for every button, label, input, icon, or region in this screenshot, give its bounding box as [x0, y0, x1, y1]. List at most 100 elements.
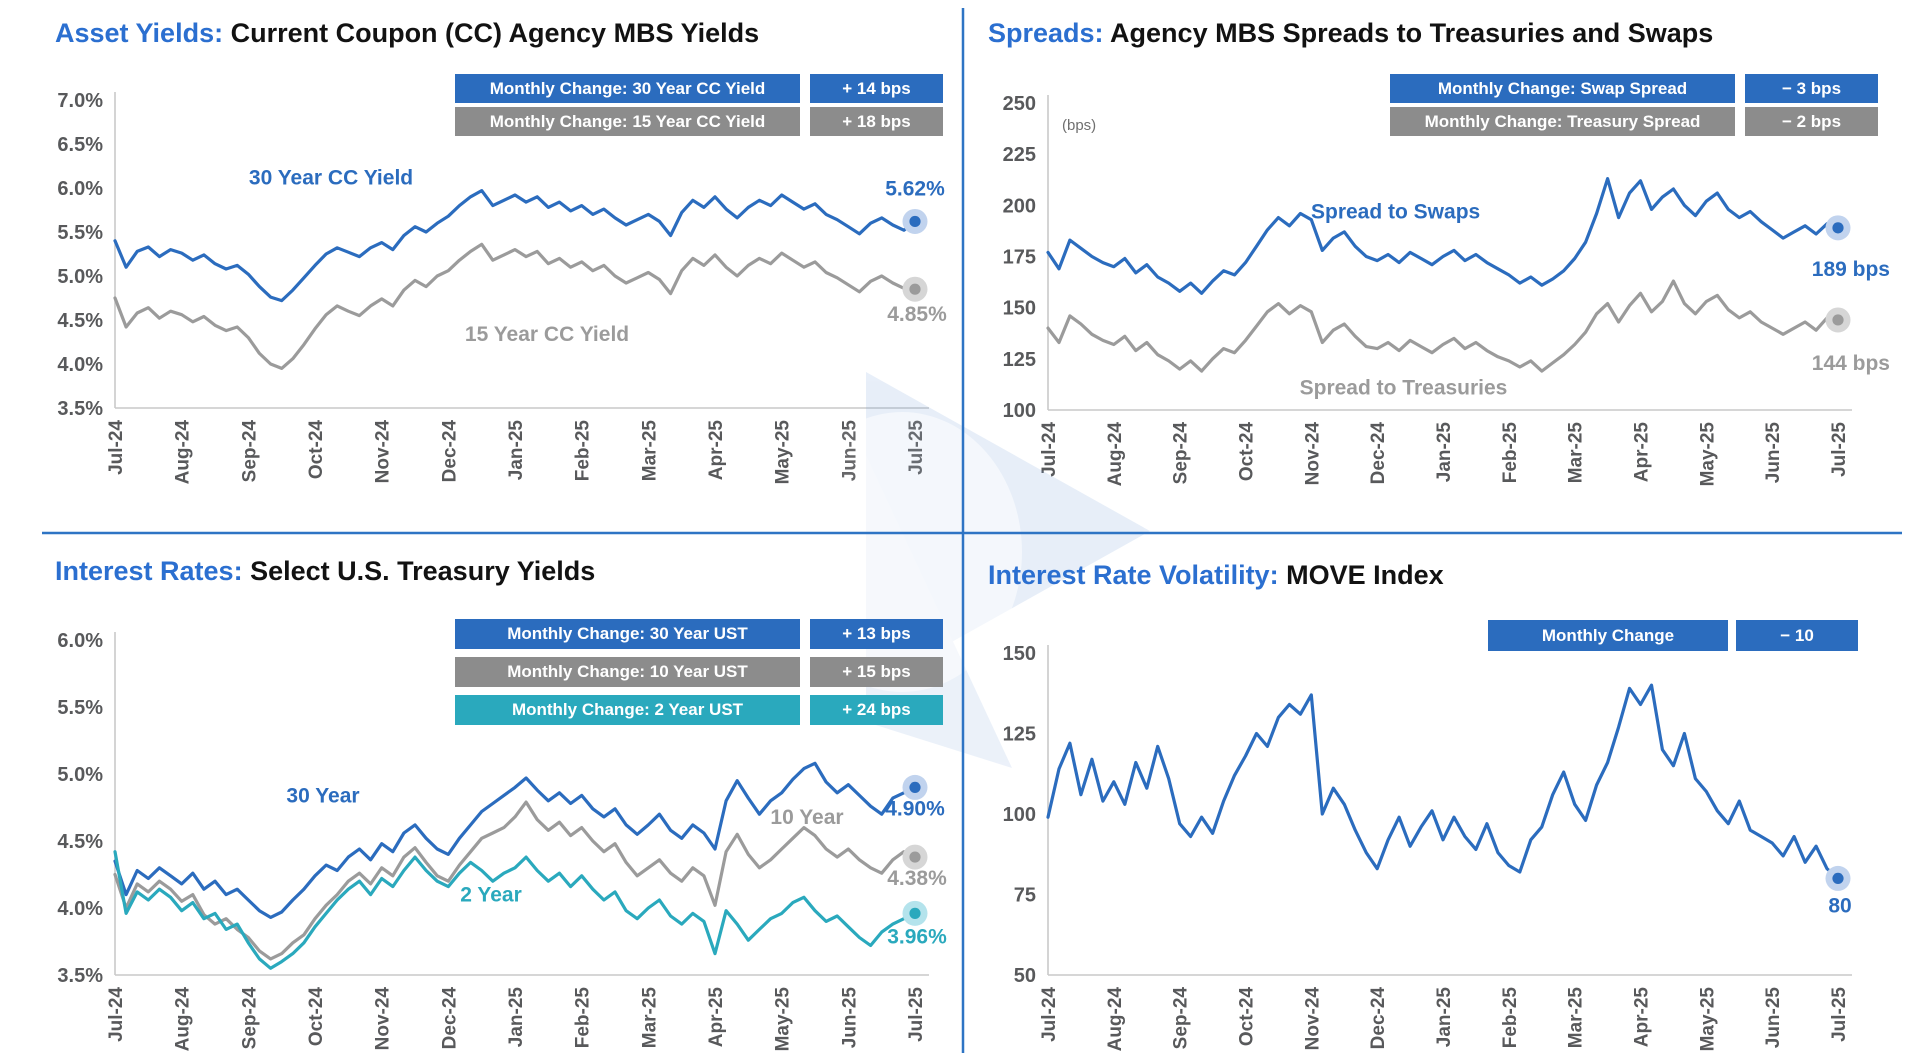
legend-row: Monthly Change: 2 Year UST + 24 bps — [455, 695, 943, 725]
x-tick-label: Nov-24 — [1302, 422, 1323, 486]
y-tick-label: 6.0% — [57, 630, 103, 652]
x-tick-label: Aug-24 — [1105, 422, 1126, 487]
end-marker-dot — [909, 215, 921, 228]
series-end-value: 4.38% — [887, 867, 947, 890]
series-inline-label: 2 Year — [460, 884, 522, 907]
x-tick-label: Jul-24 — [1039, 422, 1060, 477]
x-tick-label: Jun-25 — [839, 420, 860, 482]
y-tick-label: 6.0% — [57, 178, 103, 200]
legend-label: Monthly Change: Swap Spread — [1390, 74, 1735, 103]
legend-volatility: Monthly Change − 10 — [1488, 620, 1858, 655]
series-line-spread-to-swaps — [1046, 177, 1840, 295]
legend-row: Monthly Change: 30 Year UST + 13 bps — [455, 619, 943, 649]
y-tick-label: 100 — [1003, 400, 1036, 422]
y-tick-label: 4.0% — [57, 898, 103, 920]
end-marker-dot — [1832, 872, 1844, 885]
x-tick-label: Oct-24 — [306, 420, 327, 480]
y-tick-label: 250 — [1003, 93, 1036, 115]
title-prefix: Asset Yields: — [55, 18, 224, 48]
legend-value: + 15 bps — [810, 657, 943, 687]
end-marker-dot — [909, 907, 921, 919]
panel-title-volatility: Interest Rate Volatility: MOVE Index — [988, 560, 1444, 591]
series-end-value: 144 bps — [1812, 352, 1890, 375]
x-tick-label: Apr-25 — [1632, 422, 1653, 483]
legend-value: + 14 bps — [810, 74, 943, 103]
panel-title-spreads: Spreads: Agency MBS Spreads to Treasurie… — [988, 18, 1713, 49]
x-tick-label: Oct-24 — [306, 987, 327, 1047]
series-line-30-year — [113, 761, 917, 920]
legend-row: Monthly Change: Swap Spread − 3 bps — [1390, 74, 1878, 103]
legend-row: Monthly Change − 10 — [1488, 620, 1858, 651]
y-tick-label: 5.0% — [57, 266, 103, 288]
x-tick-label: Jun-25 — [839, 987, 860, 1049]
x-tick-label: Feb-25 — [573, 420, 594, 482]
series-inline-label: Spread to Treasuries — [1300, 376, 1508, 399]
end-marker-dot — [909, 283, 921, 295]
x-tick-label: Feb-25 — [573, 987, 594, 1049]
legend-interest-rates: Monthly Change: 30 Year UST + 13 bps Month… — [455, 619, 943, 733]
y-tick-label: 225 — [1003, 144, 1036, 166]
series-inline-label: 30 Year CC Yield — [249, 166, 413, 189]
title-rest: Current Coupon (CC) Agency MBS Yields — [223, 18, 760, 48]
series-end-value: 3.96% — [887, 925, 947, 948]
series-end-value: 4.90% — [885, 797, 945, 820]
title-rest: Select U.S. Treasury Yields — [242, 556, 596, 586]
legend-value: − 3 bps — [1745, 74, 1878, 103]
series-line-10-year — [113, 800, 917, 961]
x-tick-label: Jan-25 — [506, 987, 527, 1048]
y-tick-label: 150 — [1003, 298, 1036, 320]
y-tick-label: 7.0% — [57, 90, 103, 112]
legend-value: + 24 bps — [810, 695, 943, 725]
x-tick-label: Apr-25 — [706, 987, 727, 1048]
y-tick-label: 50 — [1014, 965, 1036, 987]
x-tick-label: Dec-24 — [1368, 987, 1389, 1050]
title-prefix: Interest Rate Volatility: — [988, 560, 1279, 590]
legend-value: + 18 bps — [810, 107, 943, 136]
x-tick-label: Sep-24 — [239, 987, 260, 1050]
end-marker-dot — [1832, 222, 1844, 234]
x-tick-label: Aug-24 — [1105, 987, 1126, 1052]
x-tick-label: Apr-25 — [706, 420, 727, 481]
x-tick-label: Jul-25 — [1829, 987, 1850, 1042]
x-tick-label: Sep-24 — [239, 420, 260, 483]
legend-row: Monthly Change: Treasury Spread − 2 bps — [1390, 107, 1878, 136]
x-tick-label: Jul-24 — [106, 420, 127, 475]
title-rest: MOVE Index — [1278, 560, 1444, 590]
y-tick-label: 75 — [1014, 885, 1036, 907]
legend-label: Monthly Change: Treasury Spread — [1390, 107, 1735, 136]
legend-row: Monthly Change: 10 Year UST + 15 bps — [455, 657, 943, 687]
legend-label: Monthly Change — [1488, 620, 1728, 651]
y-tick-label: 4.5% — [57, 310, 103, 332]
x-tick-label: Jul-24 — [106, 987, 127, 1042]
x-tick-label: Dec-24 — [1368, 422, 1389, 485]
series-line-30-year-cc-yield — [113, 189, 917, 303]
y-tick-label: 6.5% — [57, 134, 103, 156]
x-tick-label: Jul-25 — [906, 420, 927, 475]
x-tick-label: Oct-24 — [1237, 422, 1258, 482]
x-tick-label: Jul-24 — [1039, 987, 1060, 1042]
chart-spreads: 250 225 200 175 150 125 100 (bps) Jul-24 Aug-24 Se… — [1003, 93, 1890, 486]
y-tick-label: 4.0% — [57, 354, 103, 376]
legend-asset-yields: Monthly Change: 30 Year CC Yield + 14 bps… — [455, 74, 943, 140]
y-tick-label: 200 — [1003, 195, 1036, 217]
title-prefix: Interest Rates: — [55, 556, 243, 586]
title-prefix: Spreads: — [988, 18, 1104, 48]
x-tick-label: Jun-25 — [1763, 987, 1784, 1049]
legend-label: Monthly Change: 2 Year UST — [455, 695, 800, 725]
series-end-value: 80 — [1828, 894, 1851, 917]
chart-cc_yields: 7.0% 6.5% 6.0% 5.5% 5.0% 4.5% 4.0% 3.5%Jul-24 Au… — [57, 90, 947, 484]
series-inline-label: 15 Year CC Yield — [465, 323, 629, 346]
legend-label: Monthly Change: 30 Year CC Yield — [455, 74, 800, 103]
x-tick-label: May-25 — [1697, 422, 1718, 487]
x-tick-label: Jun-25 — [1763, 422, 1784, 484]
y-tick-label: 175 — [1003, 247, 1036, 269]
legend-spreads: Monthly Change: Swap Spread − 3 bps Monthl… — [1390, 74, 1878, 140]
x-tick-label: Sep-24 — [1171, 422, 1192, 485]
series-line-2-year — [113, 850, 917, 970]
x-tick-label: Jan-25 — [1434, 987, 1455, 1048]
x-tick-label: Feb-25 — [1500, 422, 1521, 484]
x-tick-label: Mar-25 — [1566, 422, 1587, 484]
